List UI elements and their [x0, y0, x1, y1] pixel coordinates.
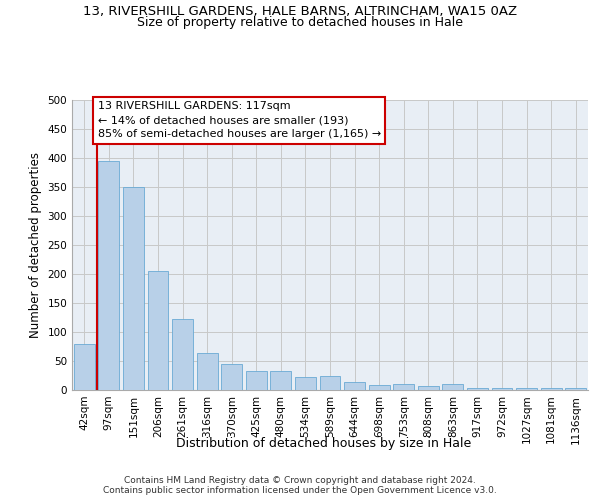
Bar: [271, 371, 292, 390]
Bar: [320, 376, 340, 390]
Bar: [467, 388, 488, 390]
Bar: [541, 388, 562, 390]
Bar: [442, 384, 463, 390]
Text: Contains HM Land Registry data © Crown copyright and database right 2024.
Contai: Contains HM Land Registry data © Crown c…: [103, 476, 497, 495]
Text: 13, RIVERSHILL GARDENS, HALE BARNS, ALTRINCHAM, WA15 0AZ: 13, RIVERSHILL GARDENS, HALE BARNS, ALTR…: [83, 5, 517, 18]
Bar: [221, 364, 242, 390]
Y-axis label: Number of detached properties: Number of detached properties: [29, 152, 42, 338]
Bar: [98, 161, 119, 390]
Text: 13 RIVERSHILL GARDENS: 117sqm
← 14% of detached houses are smaller (193)
85% of : 13 RIVERSHILL GARDENS: 117sqm ← 14% of d…: [98, 101, 381, 139]
Bar: [344, 382, 365, 390]
Bar: [368, 385, 389, 390]
Bar: [74, 344, 95, 390]
Text: Distribution of detached houses by size in Hale: Distribution of detached houses by size …: [176, 438, 472, 450]
Text: Size of property relative to detached houses in Hale: Size of property relative to detached ho…: [137, 16, 463, 29]
Bar: [148, 271, 169, 390]
Bar: [295, 377, 316, 390]
Bar: [246, 371, 267, 390]
Bar: [123, 187, 144, 390]
Bar: [491, 388, 512, 390]
Bar: [565, 388, 586, 390]
Bar: [172, 319, 193, 390]
Bar: [516, 388, 537, 390]
Bar: [418, 386, 439, 390]
Bar: [197, 354, 218, 390]
Bar: [393, 384, 414, 390]
